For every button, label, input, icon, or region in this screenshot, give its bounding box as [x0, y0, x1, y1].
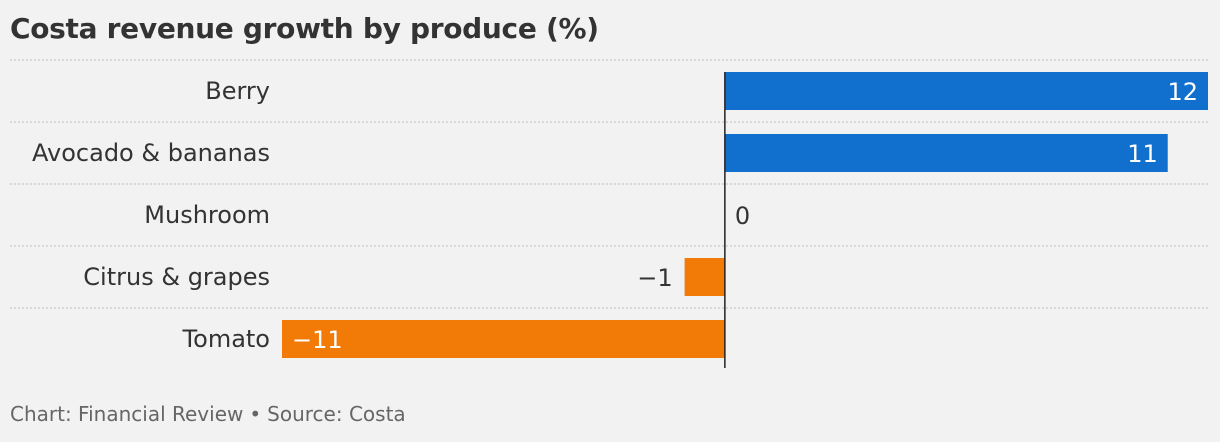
chart-footer: Chart: Financial Review • Source: Costa: [10, 402, 406, 426]
bar: [724, 134, 1168, 172]
category-label: Mushroom: [144, 201, 270, 229]
footer-separator: •: [249, 402, 262, 426]
bar: [724, 72, 1208, 110]
bar: [684, 258, 725, 296]
value-label: 11: [1127, 140, 1158, 168]
value-label: −11: [292, 326, 343, 354]
category-label: Berry: [205, 77, 270, 105]
chart-title: Costa revenue growth by produce (%): [10, 12, 599, 45]
credit-text: Chart: Financial Review: [10, 402, 244, 426]
bar-chart: Berry Avocado & bananas Mushroom Citrus & g…: [10, 59, 1210, 368]
category-label: Avocado & bananas: [32, 139, 270, 167]
source-text: Source: Costa: [267, 402, 406, 426]
category-labels: Berry Avocado & bananas Mushroom Citrus & g…: [32, 77, 270, 353]
bars: [282, 72, 1208, 358]
row-separators: [10, 59, 1210, 309]
value-label: −1: [637, 264, 672, 292]
value-label: 0: [735, 202, 750, 230]
bar: [282, 320, 725, 358]
value-labels: 12 11 0 −1 −11: [292, 78, 1198, 354]
value-label: 12: [1167, 78, 1198, 106]
category-label: Tomato: [182, 325, 270, 353]
category-label: Citrus & grapes: [83, 263, 270, 291]
